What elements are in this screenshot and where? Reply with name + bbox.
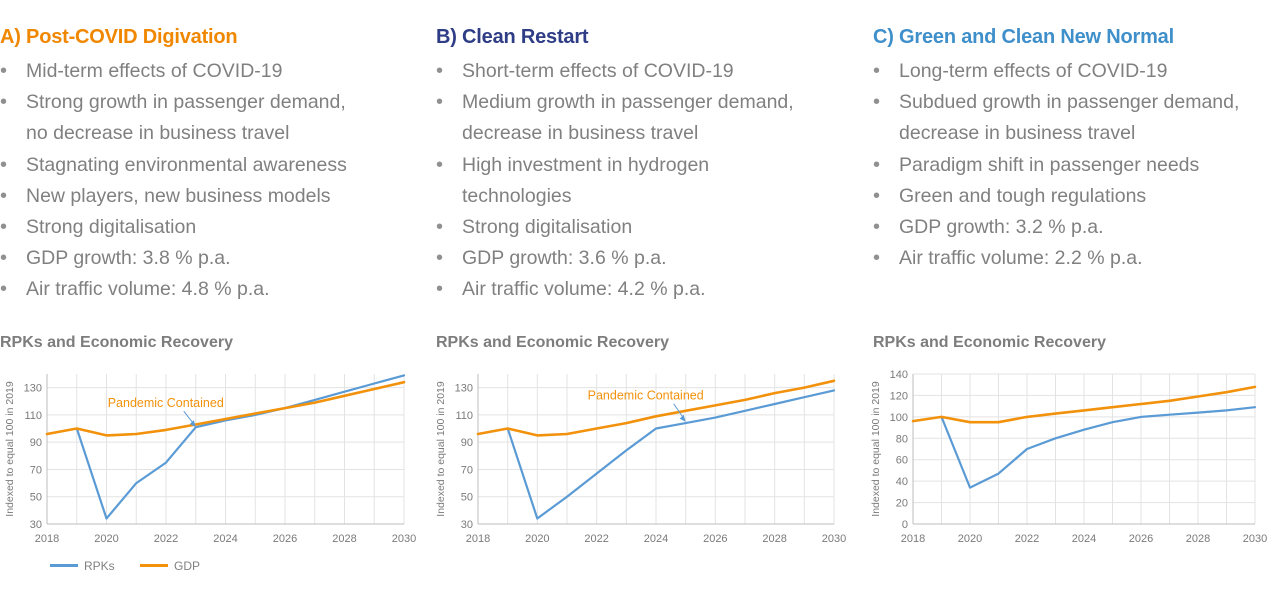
y-tick-label: 40: [896, 476, 908, 488]
y-tick-label: 50: [30, 492, 42, 504]
y-tick-label: 0: [902, 519, 908, 531]
bullet-item: Paradigm shift in passenger needs: [873, 150, 1239, 181]
legend-item-gdp: GDP: [140, 559, 200, 573]
y-tick-label: 90: [30, 437, 42, 449]
scenario-bullets: Short-term effects of COVID-19 Medium gr…: [436, 56, 794, 306]
chart-title: RPKs and Economic Recovery: [0, 334, 233, 351]
y-tick-label: 70: [461, 464, 473, 476]
legend-item-rpk: RPKs: [50, 559, 115, 573]
x-tick-label: 2022: [584, 533, 608, 545]
bullet-item: Mid-term effects of COVID-19: [0, 56, 347, 87]
bullet-continuation: decrease in business travel: [899, 122, 1136, 145]
x-tick-label: 2024: [644, 533, 668, 545]
y-tick-label: 130: [455, 383, 473, 395]
bullet-item: Strong digitalisation: [436, 212, 794, 243]
y-tick-label: 80: [896, 433, 908, 445]
bullet-item: Air traffic volume: 4.2 % p.a.: [436, 274, 794, 305]
y-tick-label: 110: [455, 410, 473, 422]
y-tick-label: 30: [461, 519, 473, 531]
chart-title: RPKs and Economic Recovery: [436, 334, 669, 351]
annotation-arrowhead: [189, 420, 196, 428]
x-tick-label: 2030: [1243, 533, 1267, 545]
x-tick-label: 2030: [392, 533, 416, 545]
line-chart: 30 50 70 90 110 130 2018 2020 2022 2024 2026 2028 20…: [435, 374, 846, 545]
y-tick-label: 90: [461, 437, 473, 449]
series-line-rpk: [75, 374, 406, 520]
y-tick-label: 110: [24, 410, 42, 422]
bullet-item: Strong digitalisation: [0, 212, 347, 243]
chart-title: RPKs and Economic Recovery: [873, 334, 1106, 351]
bullet-item: GDP growth: 3.6 % p.a.: [436, 243, 794, 274]
legend-label: RPKs: [84, 558, 115, 573]
bullet-item: Subdued growth in passenger demand,: [873, 87, 1239, 118]
x-tick-label: 2026: [703, 533, 727, 545]
bullet-item: Medium growth in passenger demand,: [436, 87, 794, 118]
y-tick-label: 30: [30, 519, 42, 531]
y-tick-label: 70: [30, 464, 42, 476]
x-tick-label: 2022: [1015, 533, 1039, 545]
bullet-item: Air traffic volume: 4.8 % p.a.: [0, 274, 347, 305]
series-line-gdp: [911, 385, 1257, 424]
y-tick-label: 130: [24, 383, 42, 395]
line-chart: 30 50 70 90 110 130 2018 2020 2022 2024 2026 2028 20…: [4, 374, 416, 545]
y-tick-label: 20: [896, 498, 908, 510]
scenario-title: B) Clean Restart: [436, 26, 589, 48]
bullet-continuation: technologies: [462, 184, 572, 207]
y-axis-label: Indexed to equal 100 in 2019: [435, 381, 447, 517]
annotation-arrowhead: [679, 414, 686, 422]
scenario-title: A) Post-COVID Digivation: [0, 26, 238, 48]
bullet-item: Air traffic volume: 2.2 % p.a.: [873, 243, 1239, 274]
x-tick-label: 2020: [94, 533, 118, 545]
x-tick-label: 2022: [154, 533, 178, 545]
x-tick-label: 2020: [958, 533, 982, 545]
annotation-label: Pandemic Contained: [108, 396, 224, 410]
bullet-continuation: no decrease in business travel: [26, 122, 290, 145]
y-tick-label: 50: [461, 492, 473, 504]
series-line-rpk: [940, 406, 1257, 489]
bullet-item: New players, new business models: [0, 181, 347, 212]
y-tick-label: 100: [890, 412, 908, 424]
series-line-gdp: [476, 379, 836, 437]
y-tick-label: 140: [890, 369, 908, 381]
series-line-gdp: [45, 380, 406, 437]
x-tick-label: 2030: [822, 533, 846, 545]
x-tick-label: 2018: [466, 533, 490, 545]
legend-swatch-gdp: [140, 564, 169, 567]
y-axis-label: Indexed to equal 100 in 2019: [4, 381, 16, 517]
bullet-continuation: decrease in business travel: [462, 122, 699, 145]
x-tick-label: 2028: [762, 533, 786, 545]
scenario-title: C) Green and Clean New Normal: [873, 26, 1174, 48]
series-line-rpk: [506, 389, 836, 520]
x-tick-label: 2018: [35, 533, 59, 545]
x-tick-label: 2024: [213, 533, 237, 545]
bullet-item: Strong growth in passenger demand,: [0, 87, 347, 118]
line-chart: 0 20 40 60 80 100 120 140 2018 2020 2022 2024 2026 20…: [870, 369, 1267, 545]
bullet-item: Long-term effects of COVID-19: [873, 56, 1239, 87]
annotation-label: Pandemic Contained: [588, 389, 704, 403]
bullet-item: GDP growth: 3.2 % p.a.: [873, 212, 1239, 243]
bullet-item: High investment in hydrogen: [436, 150, 794, 181]
bullet-item: Short-term effects of COVID-19: [436, 56, 794, 87]
x-tick-label: 2026: [273, 533, 297, 545]
legend-label: GDP: [174, 558, 201, 573]
x-tick-label: 2026: [1129, 533, 1153, 545]
legend-swatch-rpk: [50, 564, 78, 567]
x-tick-label: 2020: [525, 533, 549, 545]
bullet-item: Stagnating environmental awareness: [0, 150, 347, 181]
y-tick-label: 120: [890, 390, 908, 402]
y-tick-label: 60: [896, 455, 908, 467]
x-tick-label: 2028: [1186, 533, 1210, 545]
scenario-bullets: Mid-term effects of COVID-19 Strong grow…: [0, 56, 347, 306]
scenario-bullets: Long-term effects of COVID-19 Subdued gr…: [873, 56, 1239, 275]
chart-legend: RPKs GDP: [50, 556, 222, 573]
x-tick-label: 2018: [901, 533, 925, 545]
bullet-item: GDP growth: 3.8 % p.a.: [0, 243, 347, 274]
y-axis-label: Indexed to equal 100 in 2019: [870, 381, 882, 517]
x-tick-label: 2024: [1072, 533, 1096, 545]
bullet-item: Green and tough regulations: [873, 181, 1239, 212]
x-tick-label: 2028: [332, 533, 356, 545]
